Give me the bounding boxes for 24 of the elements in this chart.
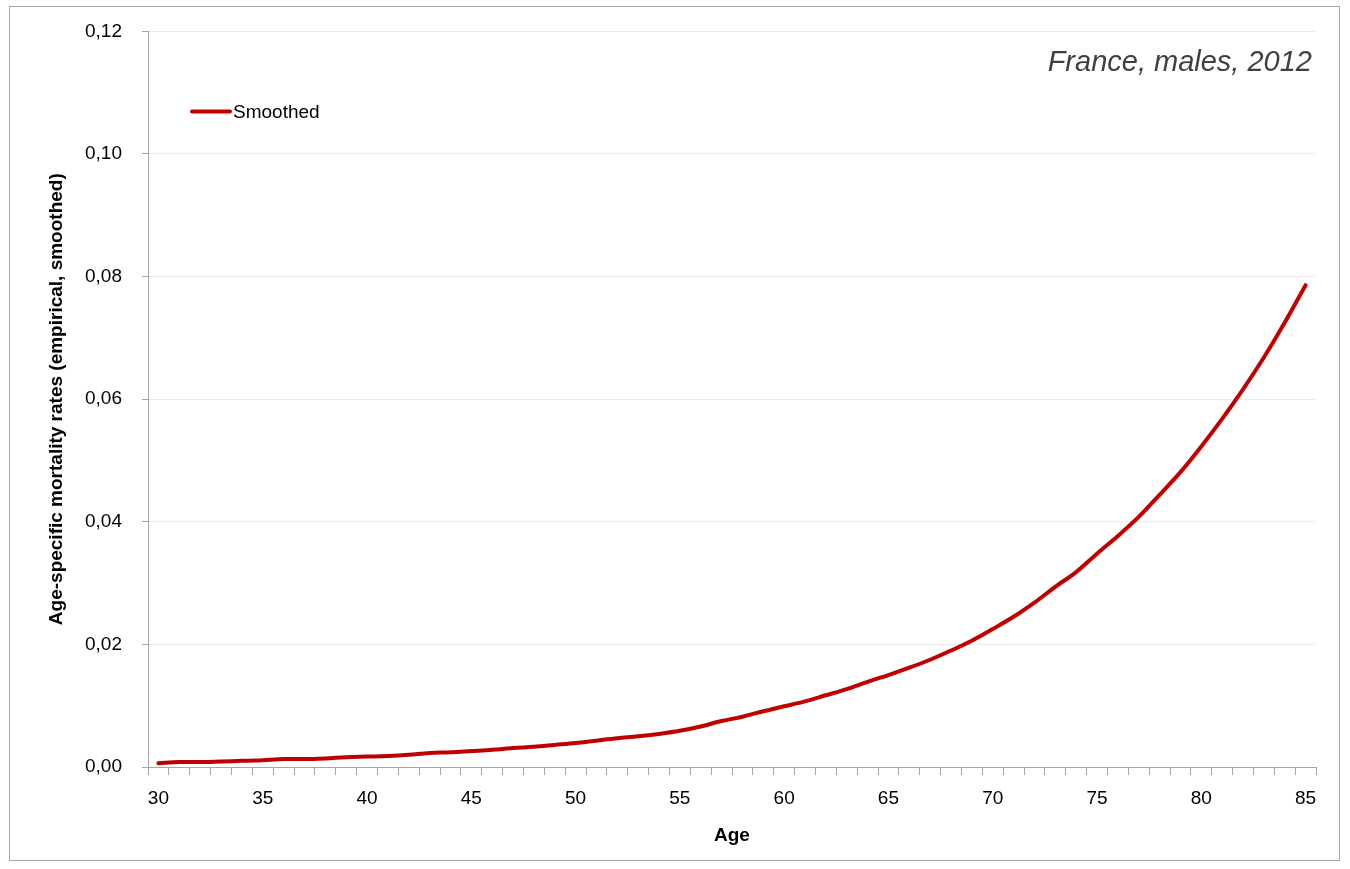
x-tick-label: 70 xyxy=(982,786,1004,808)
y-tick-label: 0,06 xyxy=(85,387,122,409)
x-tick-label: 45 xyxy=(460,786,482,808)
y-tick-label: 0,10 xyxy=(85,142,122,164)
y-tick-label: 0,00 xyxy=(85,755,122,777)
x-tick-label: 65 xyxy=(877,786,899,808)
x-tick-label: 30 xyxy=(147,786,169,808)
x-axis-title: Age xyxy=(714,823,750,845)
y-tick-label: 0,08 xyxy=(85,264,122,286)
text: France, males, 2012 xyxy=(1047,45,1312,78)
x-tick-label: 60 xyxy=(773,786,795,808)
x-tick-label: 40 xyxy=(356,786,378,808)
x-tick-label: 55 xyxy=(669,786,691,808)
x-tick-label: 85 xyxy=(1295,786,1317,808)
x-tick-label: 35 xyxy=(252,786,274,808)
y-tick-label: 0,12 xyxy=(85,19,122,41)
x-tick-label: 75 xyxy=(1086,786,1108,808)
y-tick-label: 0,02 xyxy=(85,632,122,654)
x-tick-label: 80 xyxy=(1190,786,1212,808)
x-tick-label: 50 xyxy=(565,786,587,808)
y-tick-label: 0,04 xyxy=(85,510,123,532)
y-axis-title: Age-specific mortality rates (empirical, smoothed) xyxy=(44,173,66,626)
line-series xyxy=(156,283,1308,766)
legend-label: Smoothed xyxy=(233,100,320,122)
